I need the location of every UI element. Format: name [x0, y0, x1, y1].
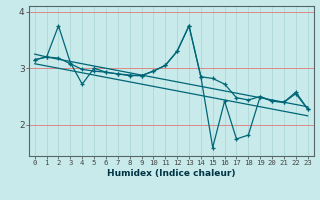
X-axis label: Humidex (Indice chaleur): Humidex (Indice chaleur) [107, 169, 236, 178]
